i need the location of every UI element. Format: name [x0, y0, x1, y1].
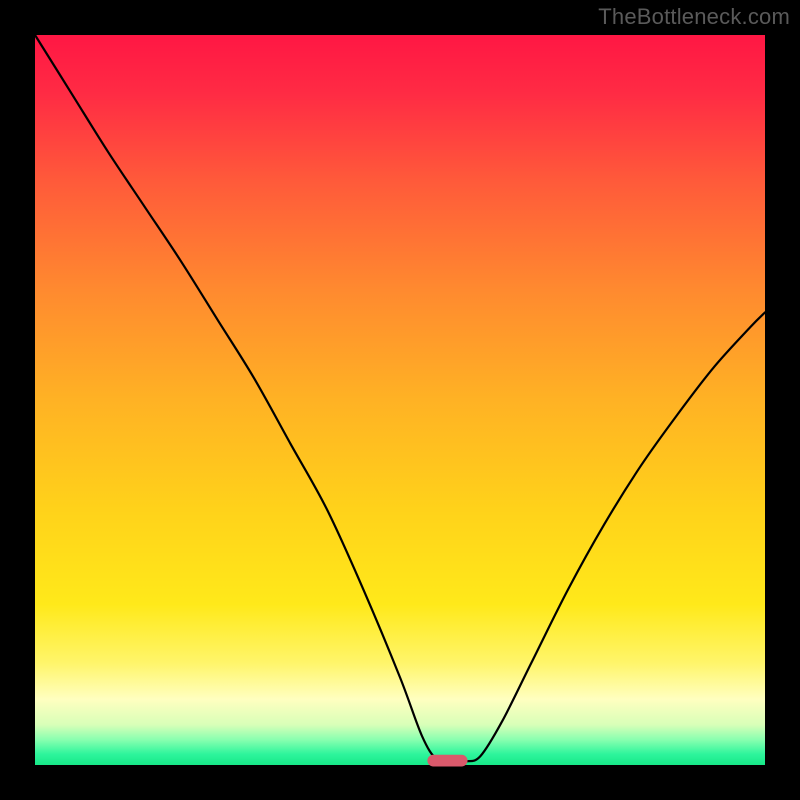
plot-background	[35, 35, 765, 765]
watermark-text: TheBottleneck.com	[598, 4, 790, 30]
optimal-point-marker	[427, 755, 467, 767]
chart-container: TheBottleneck.com	[0, 0, 800, 800]
bottleneck-chart	[0, 0, 800, 800]
